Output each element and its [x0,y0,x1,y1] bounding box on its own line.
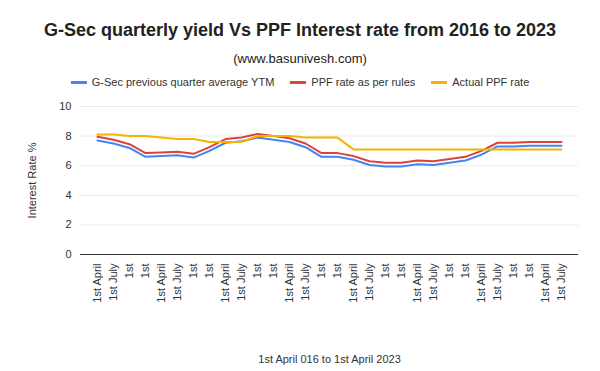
svg-text:1st July: 1st July [491,263,503,301]
html-text:G-Sec quarterly yield Vs PPF I: G-Sec quarterly yield Vs PPF Interest ra… [43,20,557,40]
svg-text:6: 6 [65,159,71,171]
svg-text:1st: 1st [123,264,135,279]
svg-text:1st: 1st [331,264,343,279]
svg-text:0: 0 [65,248,71,260]
svg-text:1st July: 1st July [235,263,247,301]
svg-text:4: 4 [65,189,71,201]
svg-text:1st: 1st [379,264,391,279]
svg-text:1st: 1st [523,264,535,279]
svg-text:1st April: 1st April [155,264,167,303]
svg-text:1st: 1st [187,264,199,279]
svg-text:1st April: 1st April [347,264,359,303]
svg-text:2: 2 [65,218,71,230]
svg-text:1st: 1st [395,264,407,279]
svg-text:1st: 1st [443,264,455,279]
svg-text:1st July: 1st July [107,263,119,301]
svg-text:1st April: 1st April [411,264,423,303]
svg-text:1st July: 1st July [299,263,311,301]
html-text:PPF rate as per rules: PPF rate as per rules [311,76,416,88]
svg-text:1st April: 1st April [475,264,487,303]
svg-text:1st April: 1st April [219,264,231,303]
svg-text:1st April 016 to 1st April 202: 1st April 016 to 1st April 2023 [258,353,400,365]
html-text:G-Sec previous quarter average: G-Sec previous quarter average YTM [91,76,275,88]
svg-text:1st April: 1st April [283,264,295,303]
svg-text:1st: 1st [139,264,151,279]
svg-text:1st July: 1st July [171,263,183,301]
svg-text:1st: 1st [459,264,471,279]
html-text:(www.basunivesh.com): (www.basunivesh.com) [233,51,367,66]
svg-text:1st: 1st [203,264,215,279]
svg-text:1st: 1st [315,264,327,279]
svg-text:1st: 1st [251,264,263,279]
svg-text:1st July: 1st July [555,263,567,301]
html-text:Actual PPF rate: Actual PPF rate [452,76,530,88]
svg-text:8: 8 [65,130,71,142]
svg-text:10: 10 [59,100,71,112]
svg-text:Interest Rate %: Interest Rate % [26,142,38,218]
svg-text:1st: 1st [267,264,279,279]
svg-text:1st July: 1st July [363,263,375,301]
svg-text:1st July: 1st July [427,263,439,301]
svg-text:1st April: 1st April [91,264,103,303]
svg-text:1st: 1st [507,264,519,279]
svg-text:1st April: 1st April [539,264,551,303]
